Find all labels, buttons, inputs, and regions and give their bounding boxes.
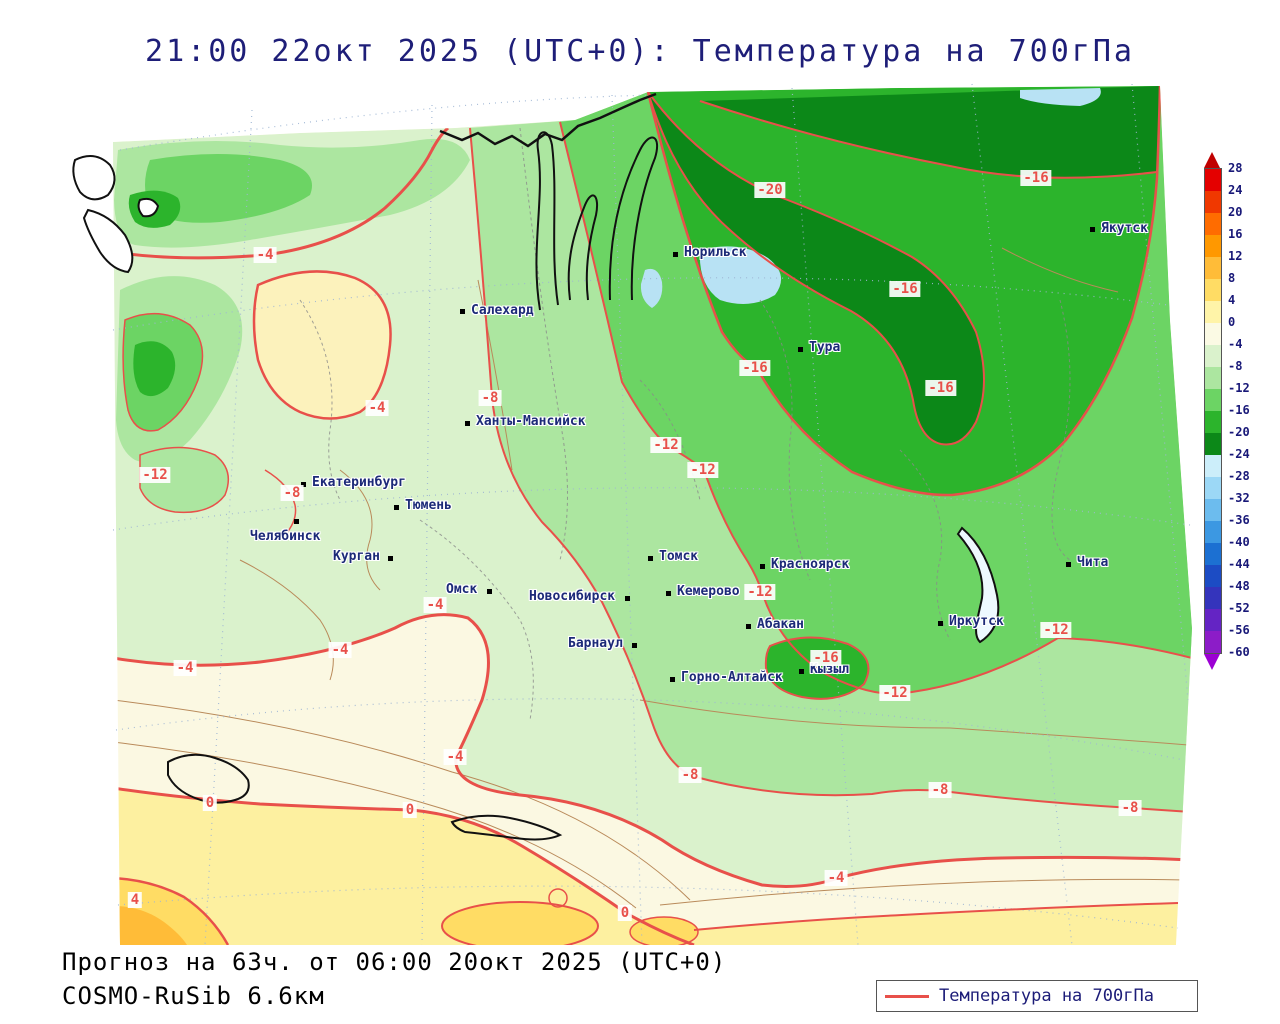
- temperature-fill-layer: [113, 86, 1192, 945]
- temperature-colorbar: 28 24 20 16 12 8 4 0 -4 -8 -12 -16 -20 -24 -28 -32 -36 -4…: [1204, 152, 1274, 670]
- colorbar-segment: [1205, 169, 1221, 191]
- colorbar-segment: [1205, 411, 1221, 433]
- colorbar-segment: [1205, 455, 1221, 477]
- colorbar-tick-label: -32: [1228, 491, 1250, 505]
- forecast-info-text: Прогноз на 63ч. от 06:00 20окт 2025 (UTC…: [62, 948, 727, 976]
- colorbar-segment: [1205, 367, 1221, 389]
- colorbar-segment: [1205, 389, 1221, 411]
- colorbar-tick-label: 0: [1228, 315, 1236, 329]
- colorbar-bottom-arrow-icon: [1204, 654, 1220, 670]
- colorbar-segment: [1205, 499, 1221, 521]
- colorbar-segment: [1205, 631, 1221, 653]
- colorbar-tick-label: -8: [1228, 359, 1243, 373]
- page-title: 21:00 22окт 2025 (UTC+0): Температура на…: [145, 34, 1135, 69]
- colorbar-tick-label: -20: [1228, 425, 1250, 439]
- colorbar-segment: [1205, 477, 1221, 499]
- colorbar-tick-label: 20: [1228, 205, 1243, 219]
- colorbar-labels: 28 24 20 16 12 8 4 0 -4 -8 -12 -16 -20 -24 -28 -32 -36 -4…: [1204, 161, 1274, 668]
- colorbar-segment: [1205, 345, 1221, 367]
- colorbar-tick-label: -28: [1228, 469, 1250, 483]
- colorbar-segment: [1205, 565, 1221, 587]
- colorbar-top-arrow-icon: [1204, 152, 1220, 168]
- colorbar-segment: [1205, 521, 1221, 543]
- legend-line-sample: [885, 994, 929, 998]
- colorbar-tick-label: -56: [1228, 623, 1250, 637]
- model-info-text: COSMO-RuSib 6.6км: [62, 982, 325, 1010]
- colorbar-segment: [1205, 279, 1221, 301]
- colorbar-segment: [1205, 301, 1221, 323]
- legend-box: Температура на 700гПа: [876, 980, 1198, 1012]
- colorbar-tick-label: 16: [1228, 227, 1243, 241]
- colorbar-tick-label: 28: [1228, 161, 1243, 175]
- colorbar-tick-label: -52: [1228, 601, 1250, 615]
- coastline-layer: [72, 92, 1000, 841]
- colorbar-segment: [1205, 587, 1221, 609]
- colorbar-tick-label: -4: [1228, 337, 1243, 351]
- colorbar-tick-label: -16: [1228, 403, 1250, 417]
- colorbar-segment: [1205, 235, 1221, 257]
- colorbar-segment: [1205, 609, 1221, 631]
- colorbar-tick-label: -44: [1228, 557, 1250, 571]
- minor-contour-layer: [113, 247, 1189, 909]
- colorbar-tick-label: 12: [1228, 249, 1243, 263]
- colorbar-tick-label: 4: [1228, 293, 1236, 307]
- colorbar-tick-label: -40: [1228, 535, 1250, 549]
- colorbar-segment: [1205, 543, 1221, 565]
- border-layer: [299, 127, 1071, 721]
- colorbar-segment: [1205, 213, 1221, 235]
- colorbar-segment: [1205, 323, 1221, 345]
- colorbar-tick-label: 24: [1228, 183, 1243, 197]
- legend-label: Температура на 700гПа: [939, 986, 1154, 1006]
- colorbar-tick-label: -60: [1228, 645, 1250, 659]
- colorbar-tick-label: -12: [1228, 381, 1250, 395]
- colorbar-segment: [1205, 257, 1221, 279]
- colorbar-segment: [1205, 433, 1221, 455]
- colorbar-segment: [1205, 191, 1221, 213]
- colorbar-tick-label: 8: [1228, 271, 1236, 285]
- colorbar-tick-label: -36: [1228, 513, 1250, 527]
- main-contour-layer: [113, 86, 1192, 945]
- colorbar-tick-label: -48: [1228, 579, 1250, 593]
- colorbar-segments: [1204, 168, 1222, 654]
- colorbar-tick-label: -24: [1228, 447, 1250, 461]
